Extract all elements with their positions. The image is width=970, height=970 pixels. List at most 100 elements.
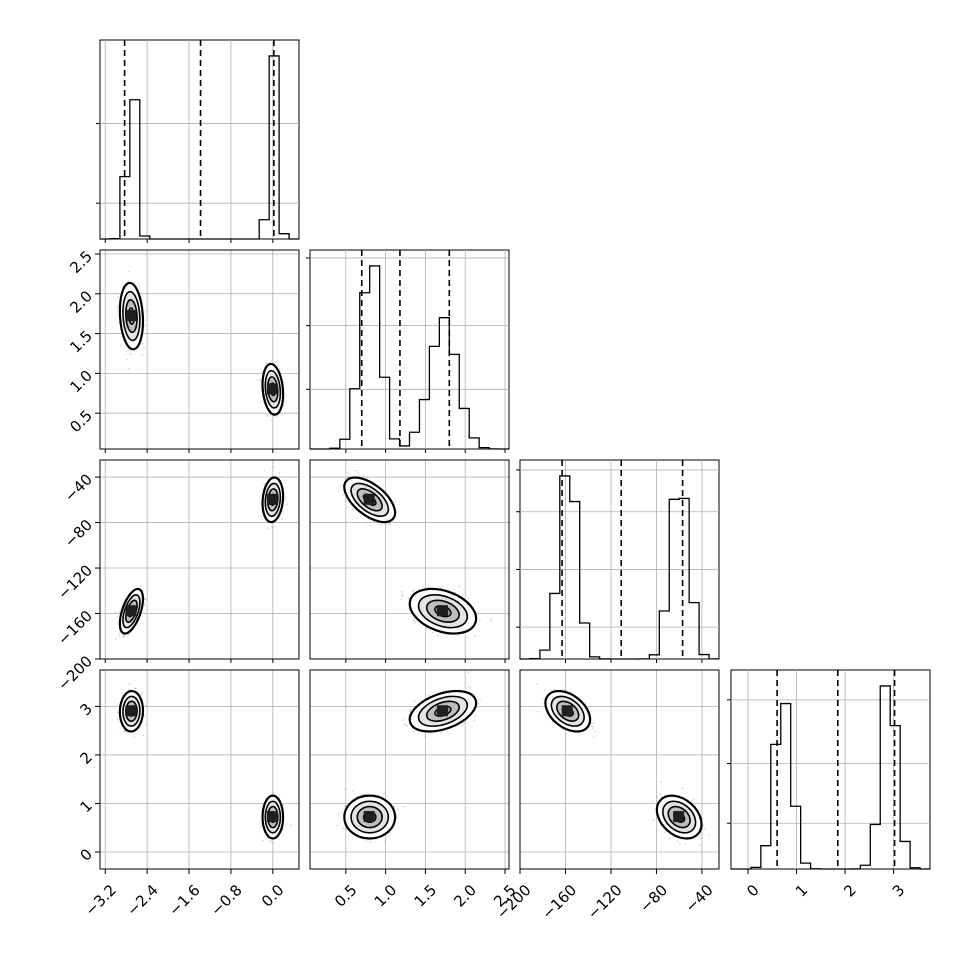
sample-point [275, 360, 278, 363]
sample-point [259, 495, 262, 497]
panel-content [100, 460, 299, 659]
sample-point [283, 498, 286, 501]
sample-point [267, 527, 270, 530]
sample-point [114, 292, 116, 295]
sample-point [272, 841, 275, 844]
sample-point [141, 342, 144, 345]
sample-point [261, 372, 263, 374]
sample-point [117, 712, 120, 715]
sample-point [276, 416, 279, 418]
sample-point [394, 499, 397, 501]
sample-point [358, 474, 361, 476]
sample-point [282, 804, 285, 806]
sample-point [353, 469, 356, 472]
sample-point [283, 401, 285, 403]
sample-point [438, 585, 440, 588]
sample-point [116, 306, 119, 308]
sample-point [121, 692, 123, 695]
sample-point [363, 475, 365, 477]
sample-point [266, 415, 269, 418]
sample-point [119, 608, 121, 611]
sample-point [145, 311, 148, 313]
sample-point [274, 416, 276, 418]
sample-point [114, 611, 117, 614]
sample-point [282, 404, 285, 407]
panel-3-0 [99, 669, 300, 870]
sample-point [259, 378, 262, 381]
sample-point [134, 687, 137, 689]
sample-point [128, 349, 131, 352]
sample-point [282, 828, 284, 831]
sample-point [117, 718, 119, 721]
sample-point [393, 501, 396, 504]
sample-point [267, 361, 269, 364]
sample-point [352, 508, 354, 511]
sample-point [458, 585, 461, 588]
density-peak [266, 493, 278, 505]
panel-frame [99, 459, 300, 660]
sample-point [127, 280, 130, 283]
sample-point [281, 518, 284, 521]
sample-point [123, 636, 126, 638]
density-peak [266, 811, 278, 823]
sample-point [118, 611, 121, 614]
sample-point [143, 612, 146, 615]
sample-point [119, 344, 122, 347]
sample-point [134, 687, 137, 690]
sample-point [260, 824, 263, 826]
sample-point [142, 734, 145, 737]
sample-point [278, 368, 281, 371]
hist-panel-3 [727, 669, 931, 870]
sample-point [365, 521, 368, 524]
sample-point [129, 353, 132, 355]
panel-frame [99, 669, 300, 870]
panel-1-0 [99, 249, 300, 450]
sample-point [144, 598, 146, 600]
hist-panel-2 [516, 459, 720, 660]
hist-panel-0 [96, 39, 300, 240]
sample-point [266, 414, 268, 417]
sample-point [132, 732, 134, 735]
sample-point [388, 523, 390, 526]
sample-point [356, 469, 358, 472]
sample-point [413, 621, 416, 623]
sample-point [122, 634, 125, 637]
sample-point [260, 826, 263, 829]
sample-point [260, 514, 262, 517]
panel-content [100, 250, 299, 449]
sample-point [407, 597, 410, 599]
sample-point [144, 704, 147, 707]
sample-point [125, 358, 128, 361]
sample-point [119, 727, 121, 729]
sample-point [347, 472, 349, 474]
sample-point [143, 715, 146, 718]
sample-point [271, 525, 273, 528]
sample-point [141, 692, 144, 695]
sample-point [389, 522, 391, 525]
hist-step-line [519, 475, 720, 660]
sample-point [431, 632, 434, 634]
sample-point [133, 736, 136, 738]
hist-step-line [100, 55, 300, 240]
sample-point [270, 419, 272, 422]
sample-point [256, 379, 258, 382]
sample-point [344, 499, 346, 502]
panel-content [100, 670, 299, 869]
sample-point [466, 636, 469, 639]
sample-point [285, 503, 288, 505]
sample-point [128, 683, 131, 685]
sample-point [412, 589, 415, 592]
hist-frame [309, 249, 510, 450]
hist-step-line [731, 685, 931, 870]
sample-point [274, 525, 277, 527]
hist-step-line [310, 265, 510, 450]
sample-point [144, 598, 147, 601]
sample-point [372, 480, 374, 483]
sample-point [143, 604, 146, 606]
sample-point [141, 354, 143, 356]
sample-point [369, 524, 372, 527]
sample-point [118, 321, 120, 324]
sample-point [270, 360, 272, 362]
density-peak [363, 493, 375, 505]
